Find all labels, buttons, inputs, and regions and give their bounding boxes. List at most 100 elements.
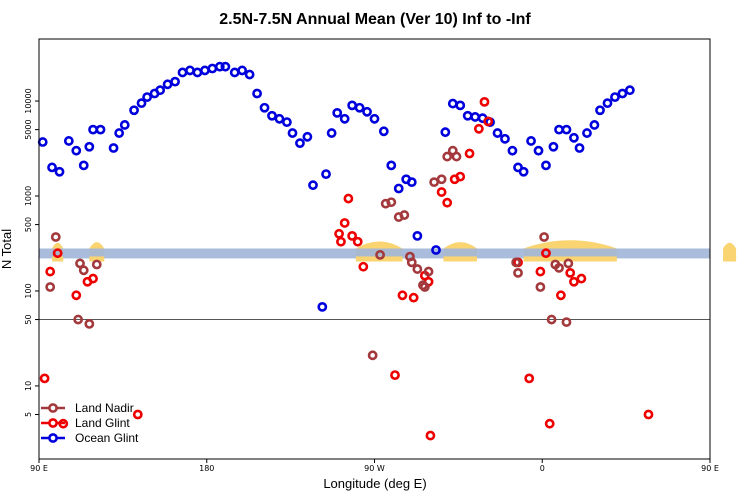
data-point xyxy=(362,106,372,117)
data-point xyxy=(513,267,523,278)
data-point xyxy=(423,266,434,277)
data-point xyxy=(408,292,419,303)
data-point xyxy=(88,273,98,284)
data-point xyxy=(84,318,95,329)
y-tick-label: 500 xyxy=(24,217,33,232)
data-point xyxy=(339,113,350,124)
data-point xyxy=(199,65,210,76)
data-point xyxy=(412,264,423,274)
data-point xyxy=(406,257,417,268)
data-point xyxy=(548,141,559,152)
y-tick-label: 10000 xyxy=(24,88,33,113)
data-point xyxy=(431,245,441,255)
legend-swatch-marker xyxy=(48,403,58,413)
y-tick-label: 10 xyxy=(24,381,33,391)
data-point xyxy=(170,76,180,87)
data-point xyxy=(442,197,453,208)
y-tick-label: 100 xyxy=(24,283,33,298)
data-point xyxy=(554,262,564,273)
y-tick-label: 5000 xyxy=(24,119,33,139)
data-point xyxy=(436,174,447,185)
data-point xyxy=(267,110,277,121)
data-point xyxy=(95,124,106,135)
data-point xyxy=(526,136,536,146)
y-tick-label: 5 xyxy=(24,412,33,417)
land-strip xyxy=(723,256,737,260)
data-point xyxy=(367,350,378,361)
data-point xyxy=(45,282,56,292)
data-point xyxy=(114,128,125,138)
y-axis-label: N Total xyxy=(0,229,14,269)
data-point xyxy=(50,232,61,242)
data-point xyxy=(582,128,592,138)
data-point xyxy=(39,373,50,384)
data-point xyxy=(535,266,546,277)
data-point xyxy=(75,258,85,269)
data-point xyxy=(47,162,57,173)
data-point xyxy=(390,370,400,381)
data-point xyxy=(78,160,89,171)
data-point xyxy=(369,113,380,124)
data-point xyxy=(462,110,473,121)
data-point xyxy=(37,137,48,147)
data-point xyxy=(375,249,385,260)
data-point xyxy=(544,418,555,429)
data-point xyxy=(569,132,579,143)
series-land-nadir xyxy=(45,145,574,361)
data-point xyxy=(541,248,551,259)
data-point xyxy=(73,314,84,325)
data-point xyxy=(358,261,369,272)
data-point xyxy=(378,126,389,137)
x-tick-label: 0 xyxy=(540,464,545,473)
data-point xyxy=(425,430,436,441)
data-point xyxy=(78,265,89,276)
data-point xyxy=(229,67,240,78)
data-point xyxy=(54,166,65,177)
land-strip xyxy=(443,256,478,260)
data-point xyxy=(518,166,529,177)
data-point xyxy=(574,143,585,153)
data-point xyxy=(470,112,481,122)
data-point xyxy=(132,409,143,420)
data-point xyxy=(274,113,285,124)
series-land-glint xyxy=(39,96,654,441)
x-tick-label: 90 W xyxy=(364,464,385,473)
legend-swatch-marker xyxy=(48,418,58,428)
data-point xyxy=(436,187,447,197)
data-point xyxy=(617,88,628,99)
data-point xyxy=(88,124,98,135)
data-point xyxy=(643,409,654,420)
data-point xyxy=(399,210,410,220)
data-point xyxy=(354,102,365,113)
data-point xyxy=(287,128,298,138)
data-point xyxy=(455,171,466,182)
data-point xyxy=(386,160,397,171)
data-point xyxy=(561,317,572,327)
data-point xyxy=(252,88,262,99)
data-point xyxy=(511,257,522,268)
data-point xyxy=(220,61,231,72)
data-point xyxy=(162,79,173,90)
data-point xyxy=(440,127,451,138)
data-point xyxy=(419,282,430,292)
data-point xyxy=(347,230,358,241)
data-point xyxy=(45,266,56,277)
coverage-band-layer xyxy=(39,240,737,262)
data-point xyxy=(84,141,95,152)
data-point xyxy=(533,145,544,156)
data-point xyxy=(406,177,417,188)
data-point xyxy=(507,145,518,156)
data-point xyxy=(192,67,203,78)
data-point xyxy=(281,117,292,127)
data-point xyxy=(386,197,397,208)
y-tick-label: 1000 xyxy=(24,186,33,206)
data-point xyxy=(602,98,613,109)
data-point xyxy=(624,85,635,96)
data-point xyxy=(524,373,535,384)
axes: 90 E 180 90 W 0 90 E 5 10 50 100 500 1000 5000 10000 xyxy=(24,88,719,473)
data-point xyxy=(561,124,572,135)
data-point xyxy=(332,107,343,118)
data-point xyxy=(343,193,354,204)
data-point xyxy=(483,116,494,127)
